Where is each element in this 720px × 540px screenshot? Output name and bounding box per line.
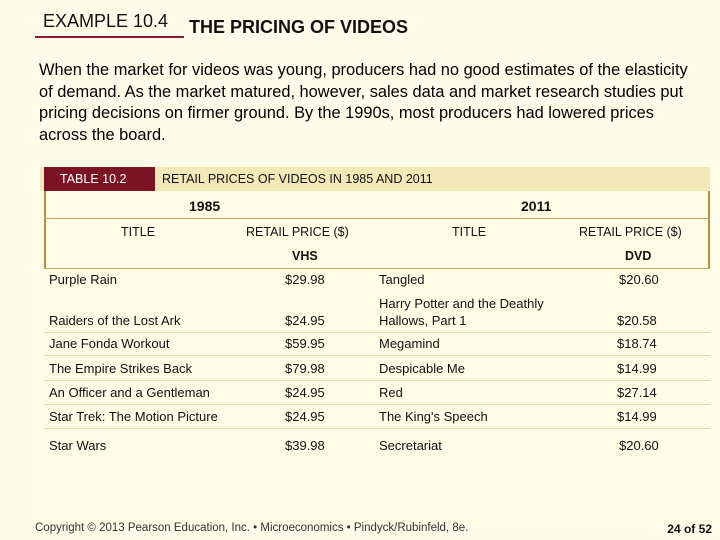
page-number: 24 of 52 [667,522,712,536]
table-row-4-price-1985: $24.95 [285,385,325,400]
row-separator [44,355,710,356]
intro-paragraph: When the market for videos was young, pr… [39,61,688,144]
table-row-6-price-2011: $20.60 [619,438,659,453]
table-row-3-title-2011: Despicable Me [379,361,465,376]
copyright-footer: Copyright © 2013 Pearson Education, Inc.… [35,522,469,534]
table-row-5-price-2011: $14.99 [617,409,657,424]
table-row-2-price-1985: $59.95 [285,336,325,351]
table-caption: RETAIL PRICES OF VIDEOS IN 1985 AND 2011 [162,172,433,186]
table-row-3-price-1985: $79.98 [285,361,325,376]
table-row-1-title-2011-line1: Harry Potter and the Deathly [379,296,544,311]
col-price-2011: RETAIL PRICE ($) [579,225,682,239]
table-row-4-title-1985: An Officer and a Gentleman [49,385,210,400]
table-badge: TABLE 10.2 [44,167,155,191]
col-title-1985: TITLE [121,225,156,239]
year-header-rule [44,218,710,219]
table-row-4-title-2011: Red [379,385,403,400]
table-row-1-title-2011-line2: Hallows, Part 1 [379,313,467,328]
format-dvd-label: DVD [625,249,652,263]
table-row-1-price-1985: $24.95 [285,313,325,328]
year-2011-header: 2011 [521,198,552,214]
table-row-1-title-1985: Raiders of the Lost Ark [49,313,181,328]
table-row-0-title-2011: Tangled [379,272,425,287]
table-row-2-title-2011: Megamind [379,336,440,351]
row-separator [44,404,710,405]
table-row-6-title-1985: Star Wars [49,438,107,453]
table-row-3-title-1985: The Empire Strikes Back [49,361,193,376]
row-separator [44,428,710,429]
table-row-4-price-2011: $27.14 [617,385,657,400]
example-label: EXAMPLE 10.4 [43,11,169,31]
table-left-border [44,191,46,269]
table-row-5-title-2011: The King's Speech [379,409,488,424]
col-price-1985: RETAIL PRICE ($) [246,225,349,239]
year-1985-header: 1985 [189,198,221,214]
table-row-2-price-2011: $18.74 [617,336,657,351]
table-row-1-price-2011: $20.58 [617,313,657,328]
table-row-0-title-1985: Purple Rain [49,272,117,287]
col-title-2011: TITLE [452,225,487,239]
format-vhs-label: VHS [292,249,318,263]
row-separator [44,332,710,333]
table-row-2-title-1985: Jane Fonda Workout [49,336,170,351]
table-row-5-price-1985: $24.95 [285,409,325,424]
table-row-5-title-1985: Star Trek: The Motion Picture [49,409,218,424]
table-right-border [708,191,710,269]
row-separator [44,380,710,381]
example-underline [35,36,184,38]
table-row-6-price-1985: $39.98 [285,438,325,453]
table-row-6-title-2011: Secretariat [379,438,442,453]
column-header-rule [44,268,710,269]
table-row-0-price-1985: $29.98 [285,272,325,287]
table-frame [40,165,710,523]
table-row-0-price-2011: $20.60 [619,272,659,287]
example-title: THE PRICING OF VIDEOS [189,17,409,37]
table-row-3-price-2011: $14.99 [617,361,657,376]
